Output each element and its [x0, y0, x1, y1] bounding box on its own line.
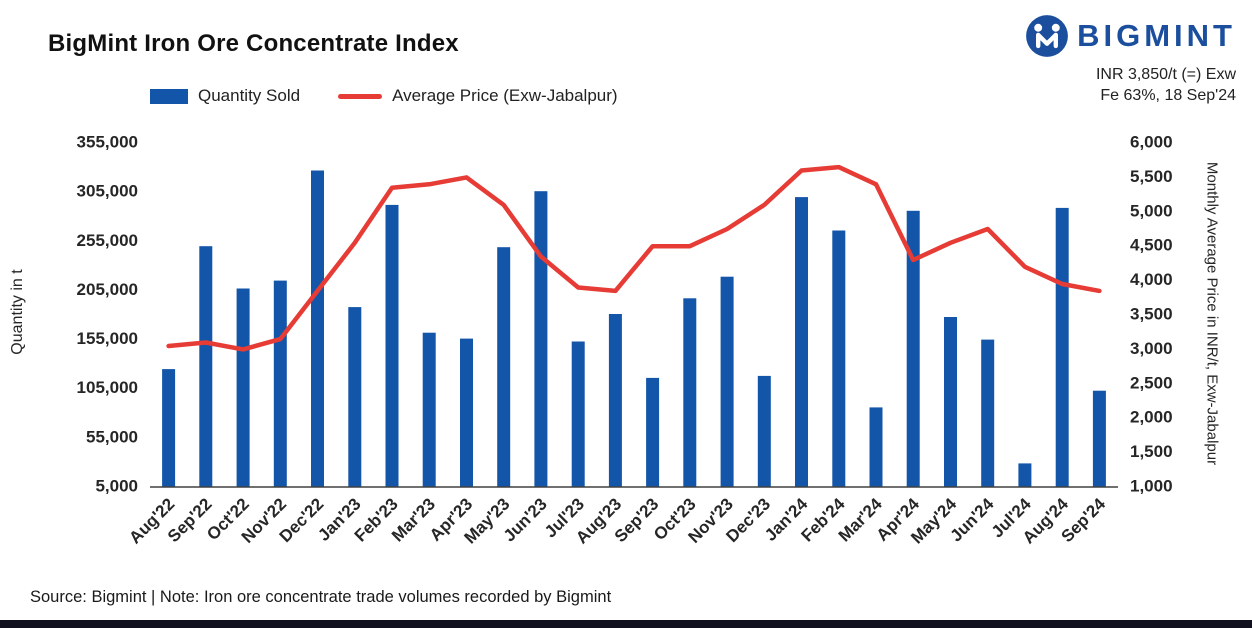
bar	[832, 230, 846, 487]
legend-bar-swatch	[150, 88, 188, 104]
svg-text:4,500: 4,500	[1130, 236, 1173, 255]
bars-group	[162, 170, 1106, 488]
bar	[162, 369, 176, 487]
bar	[683, 298, 697, 487]
bar	[1018, 463, 1032, 487]
bar	[906, 210, 920, 488]
bar	[534, 191, 548, 487]
svg-text:105,000: 105,000	[77, 378, 138, 397]
bar	[460, 338, 473, 487]
svg-text:155,000: 155,000	[77, 329, 138, 348]
bar	[608, 314, 622, 487]
combo-chart: 5,000 55,000 105,000 155,000 205,000 255,000 3…	[77, 132, 1173, 547]
brand-name: BIGMINT	[1077, 18, 1236, 53]
svg-text:2,000: 2,000	[1130, 408, 1173, 427]
bar	[385, 204, 399, 487]
legend-item-price: Average Price (Exw-Jabalpur)	[338, 86, 618, 106]
bar	[348, 307, 362, 487]
x-axis-labels: Aug'22Sep'22Oct'22Nov'22Dec'22Jan'23Feb'…	[125, 494, 1109, 547]
svg-text:1,500: 1,500	[1130, 442, 1173, 461]
svg-text:3,000: 3,000	[1130, 339, 1173, 358]
price-note-line2: Fe 63%, 18 Sep'24	[1100, 87, 1236, 104]
bar	[757, 375, 771, 487]
bar	[236, 288, 250, 487]
legend-item-quantity: Quantity Sold	[150, 86, 300, 106]
price-note-line1: INR 3,850/t (=) Exw	[1095, 66, 1236, 83]
bar	[944, 317, 957, 487]
right-axis-ticks: 1,000 1,500 2,000 2,500 3,000 3,500 4,000 4,500…	[1130, 132, 1173, 495]
bar	[311, 170, 324, 487]
svg-text:355,000: 355,000	[77, 132, 138, 151]
legend-line-swatch	[338, 93, 383, 99]
right-axis-title: Monthly Average Price in INR/t, Exw-Jaba…	[1203, 161, 1221, 466]
bar	[981, 339, 995, 487]
chart-legend: Quantity Sold Average Price (Exw-Jabalpu…	[150, 86, 618, 106]
svg-text:1,000: 1,000	[1130, 476, 1173, 495]
bar	[571, 341, 585, 487]
legend-line-label: Average Price (Exw-Jabalpur)	[392, 86, 618, 105]
svg-text:2,500: 2,500	[1130, 373, 1173, 392]
svg-text:55,000: 55,000	[86, 427, 138, 446]
legend-bar-label: Quantity Sold	[198, 86, 301, 105]
svg-text:5,000: 5,000	[95, 476, 138, 495]
bar	[422, 332, 436, 487]
page-title: BigMint Iron Ore Concentrate Index	[48, 30, 459, 57]
bar	[1092, 390, 1106, 487]
bar	[795, 197, 808, 487]
svg-text:6,000: 6,000	[1130, 132, 1173, 151]
svg-text:205,000: 205,000	[77, 280, 138, 299]
bar	[199, 246, 213, 487]
left-axis-ticks: 5,000 55,000 105,000 155,000 205,000 255,000 3…	[77, 132, 138, 495]
brand-block: BIGMINT INR 3,850/t (=) Exw Fe 63%, 18 S…	[1025, 14, 1236, 106]
bar	[720, 276, 734, 487]
left-axis-title: Quantity in t	[9, 269, 26, 355]
svg-text:305,000: 305,000	[77, 182, 138, 201]
bar	[273, 280, 287, 487]
price-line	[166, 164, 1102, 352]
svg-text:3,500: 3,500	[1130, 304, 1173, 323]
bar	[497, 247, 511, 487]
bigmint-logo-icon	[1025, 14, 1069, 58]
svg-text:5,000: 5,000	[1130, 201, 1173, 220]
bar	[869, 407, 883, 487]
svg-text:4,000: 4,000	[1130, 270, 1173, 289]
bar	[1055, 207, 1069, 487]
svg-text:5,500: 5,500	[1130, 167, 1173, 186]
bottom-border-bar	[0, 620, 1252, 628]
source-note: Source: Bigmint | Note: Iron ore concent…	[30, 588, 612, 606]
svg-text:255,000: 255,000	[77, 231, 138, 250]
bar	[646, 377, 660, 487]
